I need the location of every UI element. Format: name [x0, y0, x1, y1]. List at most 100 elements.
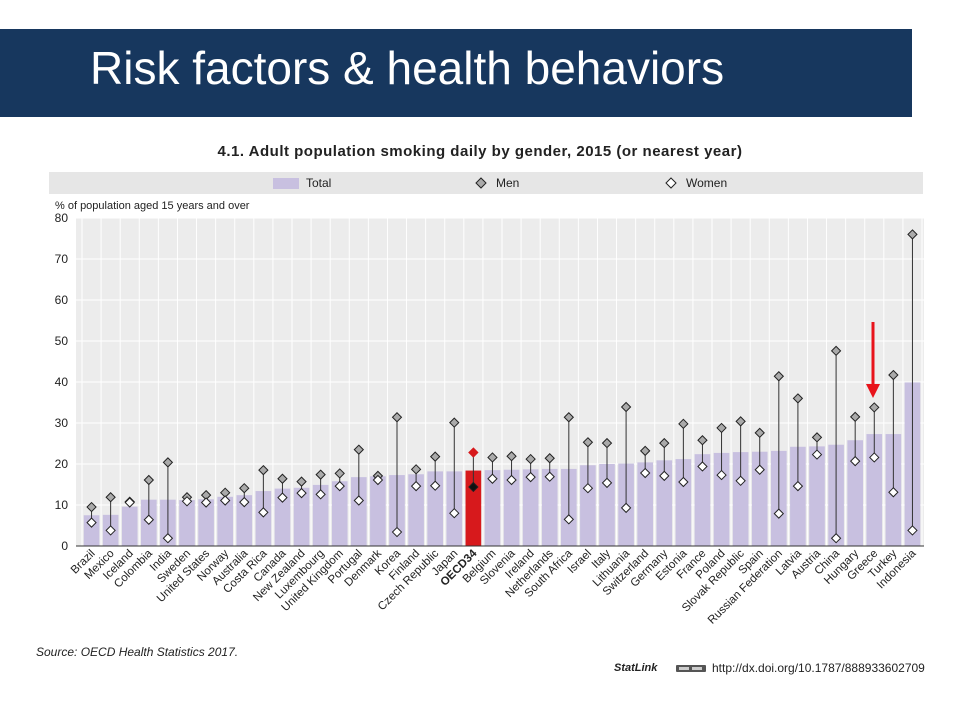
bar-total	[599, 464, 615, 546]
marker-women	[296, 487, 307, 499]
legend-total-swatch	[273, 178, 299, 189]
legend-men-marker	[475, 177, 487, 189]
legend-women-label: Women	[686, 176, 727, 190]
marker-women	[143, 514, 155, 525]
marker-women	[697, 461, 708, 472]
marker-women	[277, 492, 288, 503]
bar-total	[866, 434, 883, 546]
range-layer	[91, 234, 913, 539]
bar-total	[484, 470, 501, 546]
y-tick-label: 50	[55, 334, 69, 348]
marker-men	[716, 422, 727, 434]
marker-men	[277, 473, 288, 484]
bar-total	[427, 471, 444, 546]
marker-men	[506, 451, 517, 462]
marker-women	[105, 525, 116, 536]
marker-men	[869, 402, 880, 413]
y-tick-label: 10	[55, 498, 69, 512]
bar-total	[370, 476, 386, 546]
marker-men	[659, 437, 670, 449]
slide-title: Risk factors & health behaviors	[90, 42, 725, 94]
bar-total	[732, 452, 749, 546]
y-tick-label: 30	[55, 416, 69, 430]
marker-women	[487, 473, 498, 484]
bar-total	[847, 440, 864, 546]
bar-total	[293, 487, 310, 546]
marker-men	[162, 457, 174, 468]
marker-men	[888, 369, 899, 381]
marker-men	[315, 469, 326, 480]
y-tick-label: 80	[55, 211, 69, 225]
marker-women	[792, 480, 804, 492]
marker-women	[86, 517, 97, 528]
marker-women	[124, 497, 135, 508]
bar-total	[408, 474, 424, 546]
marker-women	[830, 533, 842, 544]
marker-women	[506, 474, 517, 486]
red-arrow-icon	[866, 322, 880, 398]
y-tick-label: 20	[55, 457, 69, 471]
bar-total	[580, 465, 596, 546]
statlink-logo-icon	[676, 665, 706, 672]
marker-men	[544, 453, 555, 464]
marker-women	[773, 508, 785, 519]
statlink-url[interactable]: http://dx.doi.org/10.1787/888933602709	[712, 661, 925, 675]
bar-total	[179, 500, 195, 546]
marker-women	[258, 507, 269, 518]
marker-men	[811, 432, 823, 443]
marker-men	[105, 492, 116, 503]
marker-women	[468, 481, 479, 493]
legend-women-marker	[665, 177, 677, 189]
marker-women	[582, 482, 594, 494]
marker-men	[449, 417, 460, 428]
marker-men	[639, 445, 651, 457]
marker-men	[334, 468, 345, 479]
marker-women	[888, 487, 899, 498]
marker-women	[563, 514, 575, 525]
marker-women	[735, 475, 746, 487]
bar-total	[350, 477, 367, 546]
marker-men	[830, 345, 842, 357]
marker-women	[315, 489, 326, 500]
bar-total	[255, 491, 272, 546]
marker-women	[544, 471, 555, 482]
bar-total	[503, 469, 520, 546]
bar-total	[217, 496, 234, 546]
marker-women	[449, 507, 460, 519]
marker-women	[525, 471, 536, 483]
marker-men	[143, 474, 155, 486]
bar-total	[751, 451, 768, 546]
y-tick-layer: 0 10 20 30 40 50 60 70 80	[55, 211, 69, 553]
marker-men	[429, 451, 441, 462]
marker-women	[639, 467, 651, 479]
marker-women	[181, 496, 193, 507]
marker-men	[792, 393, 804, 404]
marker-women	[601, 477, 613, 489]
legend-total-label: Total	[306, 176, 331, 190]
marker-men	[525, 453, 536, 465]
marker-women	[678, 476, 689, 488]
marker-women	[239, 496, 250, 508]
marker-women	[391, 526, 403, 538]
marker-men	[239, 482, 250, 494]
marker-women	[849, 455, 861, 467]
marker-men	[468, 447, 479, 458]
marker-men	[86, 501, 97, 513]
marker-men	[849, 411, 861, 423]
marker-women	[811, 449, 823, 460]
chart-title: 4.1. Adult population smoking daily by g…	[217, 143, 743, 160]
bar-total	[121, 506, 138, 546]
marker-women	[372, 474, 384, 486]
bar-total	[809, 446, 825, 546]
marker-women	[620, 502, 632, 514]
bar-total-highlight	[465, 470, 482, 546]
marker-men	[907, 229, 918, 240]
marker-men	[410, 464, 422, 475]
title-banner: Risk factors & health behaviors	[0, 29, 912, 117]
bar-total	[198, 499, 214, 546]
marker-men	[353, 444, 365, 455]
source-note: Source: OECD Health Statistics 2017.	[36, 645, 239, 659]
marker-women	[429, 480, 441, 491]
marker-women	[353, 495, 365, 506]
marker-men	[296, 476, 307, 487]
